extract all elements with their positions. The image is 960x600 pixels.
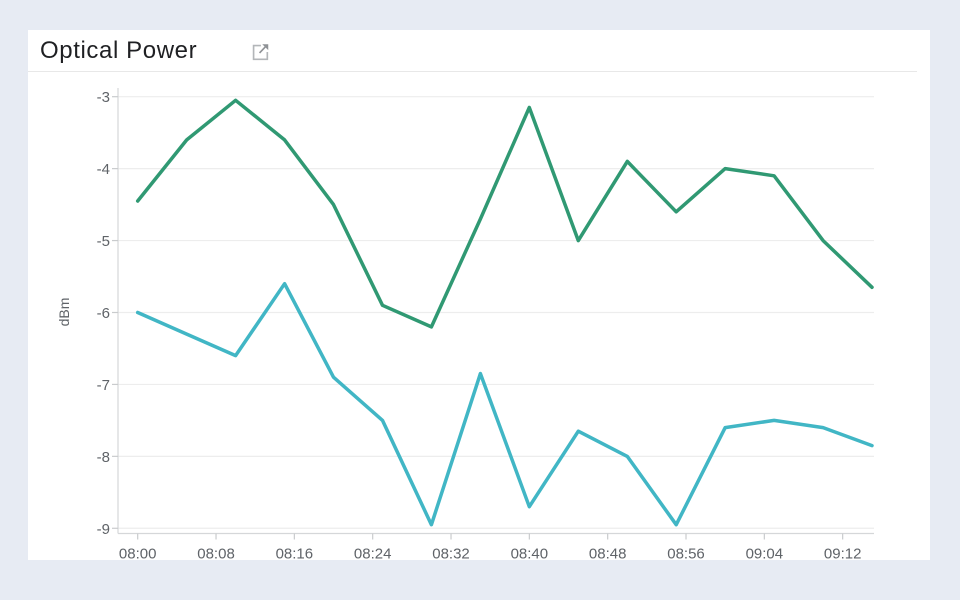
svg-text:08:08: 08:08: [197, 546, 235, 561]
svg-text:-5: -5: [97, 233, 110, 250]
y-axis-unit-label: dBm: [56, 298, 72, 327]
svg-text:09:04: 09:04: [746, 546, 784, 561]
card-header: Optical Power: [28, 30, 930, 71]
svg-text:-6: -6: [97, 305, 110, 322]
series-lines: [135, 98, 874, 527]
svg-text:-9: -9: [97, 521, 110, 538]
svg-text:08:40: 08:40: [511, 546, 549, 561]
svg-text:-8: -8: [97, 449, 110, 466]
external-link-icon[interactable]: [249, 41, 271, 63]
svg-text:-7: -7: [97, 377, 110, 394]
svg-text:-3: -3: [97, 89, 110, 106]
svg-text:08:48: 08:48: [589, 546, 627, 561]
chart-title: Optical Power: [40, 37, 198, 64]
svg-text:09:12: 09:12: [824, 546, 862, 561]
x-axis-tick-labels: 08:00 08:08 08:16 08:24 08:32 08:40 08:48 08:56…: [119, 546, 862, 561]
svg-text:08:32: 08:32: [432, 546, 470, 561]
svg-text:08:16: 08:16: [276, 546, 314, 561]
header-divider: [28, 71, 917, 72]
svg-text:08:24: 08:24: [354, 546, 392, 561]
x-axis-ticks: [112, 96, 844, 540]
svg-text:08:00: 08:00: [119, 546, 157, 561]
axis-lines: [117, 88, 874, 535]
y-axis-tick-labels: -3 -4 -5 -6 -7 -8 -9: [97, 89, 110, 538]
chart-card: Optical Power -3 -4 -5 -6 -7 -8 -9 08:00 08:08 0…: [28, 30, 930, 560]
gridlines: [118, 96, 874, 529]
svg-text:-4: -4: [97, 161, 110, 178]
menu-icon[interactable]: [868, 42, 895, 62]
svg-text:08:56: 08:56: [667, 546, 705, 561]
line-chart: -3 -4 -5 -6 -7 -8 -9 08:00 08:08 08:16 08:24 08:32…: [56, 88, 874, 561]
